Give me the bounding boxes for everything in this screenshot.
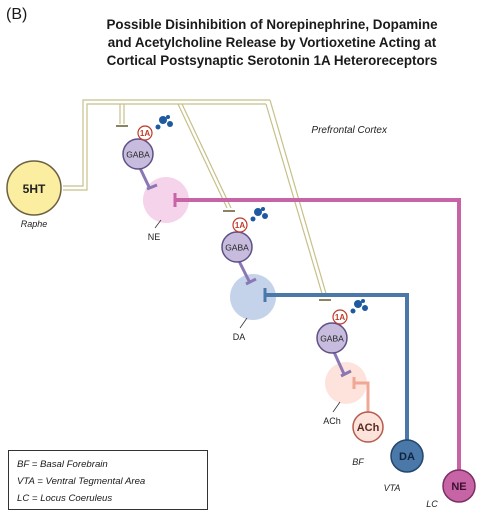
receptor-1a-1: [137, 125, 153, 141]
receptor-label-2: 1A: [235, 221, 245, 230]
ach-pathway: [325, 362, 384, 443]
region-label: Prefrontal Cortex: [311, 125, 388, 136]
ne-terminal-label: NE: [148, 232, 161, 242]
figure-title: Possible Disinhibition of Norepinephrine…: [70, 16, 474, 70]
vortioxetine-icon: [350, 299, 368, 314]
da-pathway: [230, 274, 424, 473]
ne-source-label: NE: [451, 481, 466, 493]
da-source-label: DA: [399, 451, 415, 463]
gaba-neuron-2: [221, 231, 253, 263]
receptor-label-1: 1A: [140, 129, 150, 138]
gaba-label-3: GABA: [320, 334, 344, 344]
legend-lc: LC = Locus Coeruleus: [17, 493, 113, 504]
ach-source-neuron: [352, 411, 384, 443]
gaba-neuron-1: [122, 138, 154, 170]
serotonin-label: 5HT: [23, 182, 46, 196]
receptor-label-3: 1A: [335, 313, 345, 322]
title-line-3: Cortical Postsynaptic Serotonin 1A Heter…: [106, 53, 438, 68]
raphe-label: Raphe: [21, 219, 48, 229]
ne-axon: [175, 198, 461, 470]
legend-vta: VTA = Ventral Tegmental Area: [17, 476, 146, 487]
ach-axon: [354, 381, 370, 412]
ne-source-neuron: [442, 469, 476, 503]
lc-label: LC: [426, 499, 438, 509]
da-axon: [265, 293, 409, 440]
vortioxetine-icon: [155, 115, 173, 130]
abbreviation-legend: BF = Basal Forebrain VTA = Ventral Tegme…: [8, 450, 208, 510]
ne-terminal-bubble: [143, 177, 189, 223]
da-terminal-bubble: [230, 274, 276, 320]
receptor-1a-3: [332, 309, 348, 325]
panel-label: (B): [6, 6, 28, 23]
ach-source-label: ACh: [357, 422, 380, 434]
gaba-neuron-3: [316, 322, 348, 354]
gaba-axons: [138, 167, 352, 378]
da-terminal-label: DA: [233, 332, 246, 342]
gaba-label-1: GABA: [126, 150, 150, 160]
leader-lines: [154, 219, 341, 413]
ne-pathway: [143, 177, 476, 503]
title-line-2: and Acetylcholine Release by Vortioxetin…: [107, 35, 437, 50]
ach-terminal-label: ACh: [323, 416, 341, 426]
gaba-label-2: GABA: [225, 243, 249, 253]
da-source-neuron: [390, 439, 424, 473]
serotonin-neuron: [6, 160, 62, 216]
receptor-1a-2: [232, 217, 248, 233]
legend-bf: BF = Basal Forebrain: [17, 459, 108, 470]
vortioxetine-icon: [250, 207, 268, 222]
ach-terminal-bubble: [325, 362, 367, 404]
vta-label: VTA: [384, 483, 401, 493]
serotonin-synapses: [116, 125, 331, 301]
bf-label: BF: [352, 457, 364, 467]
title-line-1: Possible Disinhibition of Norepinephrine…: [106, 17, 438, 32]
